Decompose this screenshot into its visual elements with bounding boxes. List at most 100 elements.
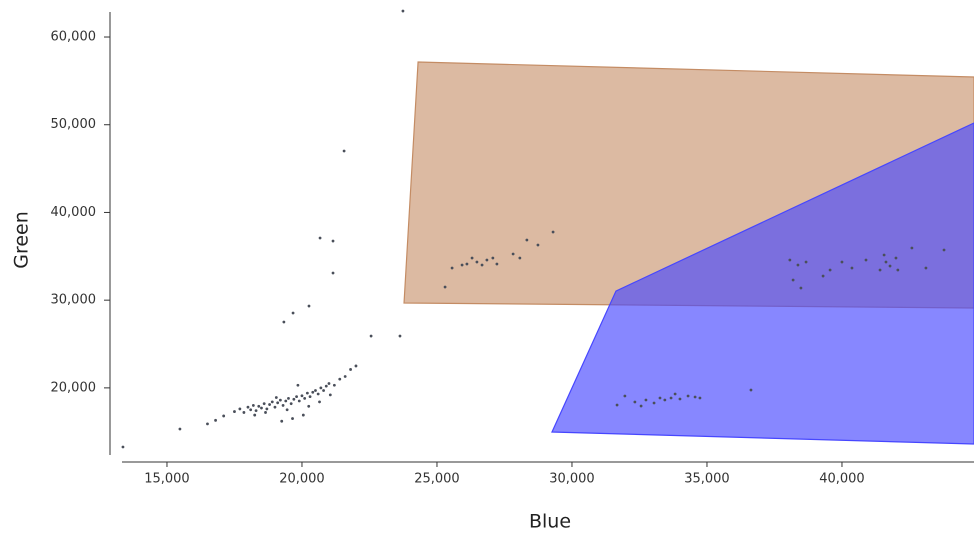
point: [242, 411, 246, 414]
y-tick-label: 40,000: [51, 205, 97, 220]
point: [495, 262, 499, 266]
point: [318, 236, 322, 240]
point: [536, 243, 540, 247]
point: [804, 260, 808, 264]
point: [693, 395, 697, 399]
x-tick-label: 25,000: [414, 472, 460, 487]
point: [349, 368, 352, 371]
y-tick-label: 30,000: [51, 293, 97, 308]
point: [796, 263, 800, 267]
point: [342, 149, 346, 153]
point: [332, 383, 336, 387]
point: [222, 414, 226, 418]
point: [324, 384, 328, 388]
point: [273, 405, 277, 409]
point: [686, 394, 690, 398]
point: [297, 399, 301, 403]
point: [285, 408, 289, 412]
point: [896, 268, 900, 272]
gate: [551, 122, 974, 445]
point: [894, 256, 898, 260]
point: [296, 383, 300, 387]
point: [465, 262, 469, 266]
point: [257, 404, 261, 408]
point: [316, 392, 320, 396]
point: [305, 391, 309, 395]
point: [884, 260, 888, 264]
point: [888, 264, 892, 268]
point: [287, 397, 290, 400]
point: [303, 397, 307, 400]
point: [678, 397, 682, 401]
point: [485, 258, 489, 262]
point: [265, 407, 269, 411]
point: [698, 396, 702, 400]
point: [233, 410, 236, 413]
point: [289, 402, 293, 406]
point: [652, 401, 656, 405]
point: [450, 266, 454, 270]
y-tick-label: 60,000: [51, 30, 97, 45]
point: [398, 334, 402, 338]
point: [788, 258, 792, 262]
point: [307, 404, 311, 408]
point: [280, 419, 284, 423]
point: [828, 268, 832, 272]
point: [821, 274, 825, 278]
point: [480, 263, 484, 267]
point: [314, 389, 317, 392]
point: [673, 392, 677, 396]
point: [343, 375, 347, 378]
point: [308, 395, 312, 399]
point: [274, 396, 278, 399]
point: [253, 413, 257, 417]
point: [882, 253, 886, 257]
point: [331, 271, 335, 275]
point: [615, 403, 619, 407]
point: [268, 403, 271, 406]
point: [354, 364, 358, 368]
gates: [403, 61, 974, 445]
point: [262, 402, 266, 406]
y-tick-label: 50,000: [51, 117, 97, 132]
point: [850, 266, 854, 270]
point: [840, 260, 844, 264]
point: [178, 427, 182, 431]
point: [658, 396, 662, 400]
point: [460, 263, 464, 267]
x-tick-label: 30,000: [549, 472, 595, 487]
point: [799, 286, 803, 290]
point: [249, 408, 253, 412]
point: [331, 239, 335, 243]
point: [518, 256, 522, 260]
point: [525, 238, 529, 242]
point: [295, 395, 298, 399]
point: [328, 393, 332, 397]
point: [246, 405, 250, 409]
point: [639, 404, 643, 408]
point: [401, 9, 405, 13]
point: [878, 268, 882, 272]
point: [749, 388, 753, 392]
point: [307, 304, 311, 308]
point: [281, 404, 285, 407]
x-axis-title: Blue: [529, 511, 571, 533]
point: [623, 394, 627, 398]
point: [214, 418, 217, 422]
point: [254, 409, 258, 413]
point: [924, 266, 928, 270]
point: [206, 422, 209, 426]
x-tick-label: 40,000: [819, 472, 865, 487]
point: [291, 417, 294, 420]
y-tick-label: 20,000: [51, 380, 97, 395]
point: [644, 398, 648, 402]
point: [475, 260, 479, 264]
point: [369, 334, 373, 338]
point: [276, 401, 280, 405]
point: [264, 411, 267, 414]
x-tick-label: 15,000: [144, 472, 190, 487]
x-tick-label: 35,000: [684, 472, 730, 487]
point: [251, 404, 255, 407]
point: [284, 399, 288, 403]
point: [669, 396, 673, 400]
